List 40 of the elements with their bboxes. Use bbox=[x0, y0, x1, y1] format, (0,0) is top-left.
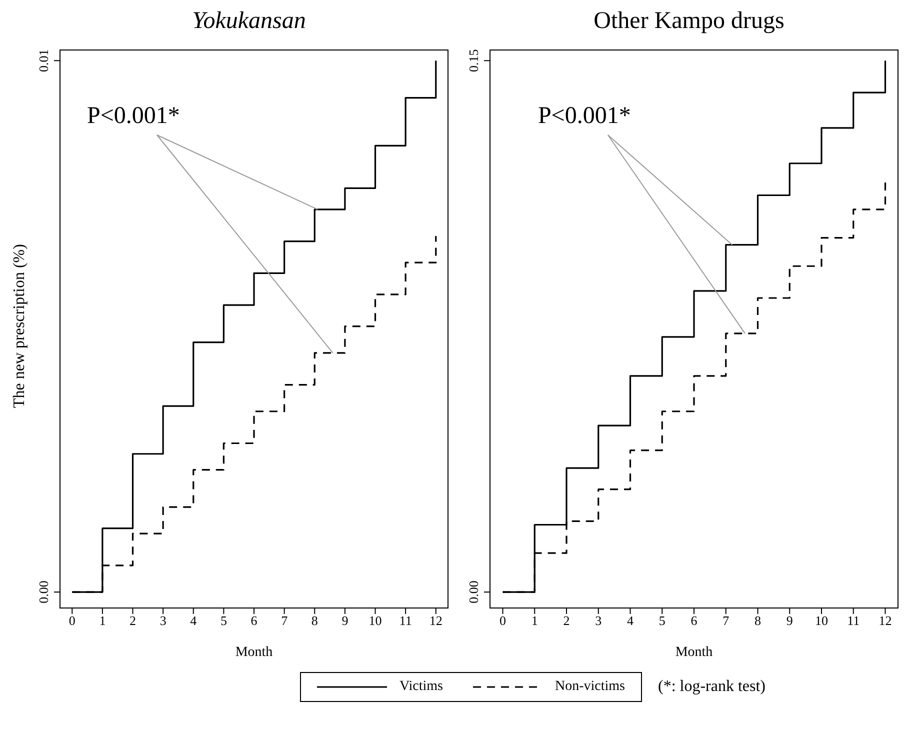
y-tick-label: 0.15 bbox=[466, 49, 481, 72]
chart-title: Other Kampo drugs bbox=[592, 8, 786, 36]
chart-title: Yokukansan bbox=[191, 8, 307, 36]
x-tick-label: 0 bbox=[68, 613, 76, 628]
legend-label: Victims bbox=[399, 679, 443, 695]
y-tick-label: 0.01 bbox=[36, 49, 51, 72]
y-axis-title: The new prescription (%) bbox=[11, 244, 29, 408]
x-tick-label: 12 bbox=[429, 613, 442, 628]
x-tick-label: 4 bbox=[627, 613, 634, 628]
x-tick-label: 0 bbox=[500, 613, 506, 628]
x-tick-label: 9 bbox=[342, 613, 348, 628]
x-tick-label: 8 bbox=[311, 613, 318, 628]
x-tick-label: 2 bbox=[563, 613, 570, 628]
x-tick-label: 10 bbox=[815, 613, 828, 628]
x-tick-label: 3 bbox=[160, 613, 166, 628]
x-tick-label: 9 bbox=[786, 613, 793, 628]
x-axis-title: Month bbox=[235, 645, 273, 660]
legend-label: Non-victims bbox=[554, 679, 625, 695]
x-tick-label: 10 bbox=[368, 613, 382, 628]
x-axis-title: Month bbox=[675, 645, 713, 660]
y-tick-label: 0.00 bbox=[36, 580, 51, 604]
x-tick-label: 5 bbox=[658, 613, 666, 628]
x-tick-label: 5 bbox=[220, 613, 227, 628]
annotation: P<0.001* bbox=[87, 103, 180, 129]
x-tick-label: 11 bbox=[399, 613, 412, 628]
x-tick-label: 1 bbox=[99, 613, 106, 628]
text: (*: log-rank test) bbox=[658, 678, 766, 696]
annotation: P<0.001* bbox=[538, 103, 631, 129]
x-tick-label: 7 bbox=[281, 613, 288, 628]
x-tick-label: 7 bbox=[722, 613, 730, 628]
x-tick-label: 1 bbox=[531, 613, 538, 628]
x-tick-label: 12 bbox=[878, 613, 892, 628]
x-tick-label: 6 bbox=[250, 613, 258, 628]
x-tick-label: 6 bbox=[690, 613, 698, 628]
x-tick-label: 8 bbox=[754, 613, 761, 628]
x-tick-label: 2 bbox=[130, 613, 136, 628]
x-tick-label: 11 bbox=[847, 613, 860, 628]
x-tick-label: 3 bbox=[595, 613, 602, 628]
x-tick-label: 4 bbox=[190, 613, 198, 628]
y-tick-label: 0.00 bbox=[466, 580, 481, 604]
